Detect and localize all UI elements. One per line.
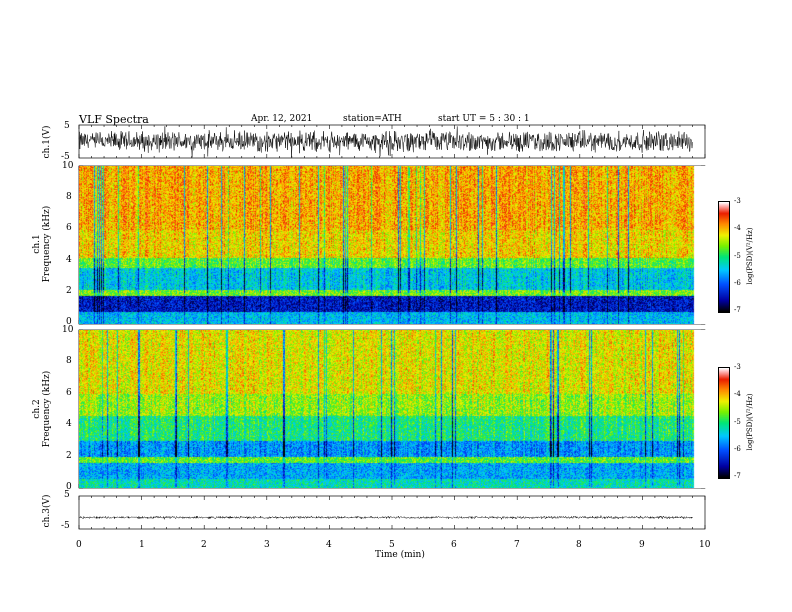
ch1-spec-tick: 2 (66, 286, 72, 296)
ch1-spec-ylabel-freq: Frequency (kHz) (42, 205, 52, 283)
ch1-spec-tick: 4 (66, 255, 72, 265)
cb1-label: log(PSD)(V²/Hz) (746, 227, 754, 285)
ch1-wave-tick-top: 5 (64, 121, 70, 131)
x-tick-label: 8 (576, 540, 582, 550)
ch2-spec-ylabel-ch: ch.2 (32, 399, 42, 419)
ch3-wave-tick-top: 5 (64, 490, 70, 500)
cb2-tick: -6 (734, 445, 741, 453)
ch1-spec-ylabel-ch: ch.1 (32, 234, 42, 254)
ch2-spec-tick: 4 (66, 419, 72, 429)
ch2-spec-tick: 0 (66, 482, 72, 492)
ch2-spec-ylabel: ch.2 Frequency (kHz) (32, 359, 52, 459)
ch1-spec-tick: 10 (62, 161, 74, 171)
cb2-tick: -7 (734, 472, 741, 480)
x-tick-label: 3 (264, 540, 270, 550)
cb2-label: log(PSD)(V²/Hz) (746, 393, 754, 451)
ch1-spec-ylabel: ch.1 Frequency (kHz) (32, 194, 52, 294)
ch1-colorbar (718, 201, 730, 313)
x-tick-label: 5 (389, 540, 395, 550)
ch1-spec-tick: 8 (66, 192, 72, 202)
ch2-spec-tick: 8 (66, 356, 72, 366)
ch2-spec-tick: 10 (62, 325, 74, 335)
ch3-wave-ylabel: ch.3(V) (42, 494, 52, 528)
x-axis-label: Time (min) (375, 550, 425, 560)
cb1-tick: -6 (734, 279, 741, 287)
ch3-wave-frame (78, 495, 706, 530)
x-tick-label: 4 (326, 540, 332, 550)
ch2-spectrogram (79, 330, 707, 488)
cb2-tick: -5 (734, 418, 741, 426)
ch3-wave-tick-bottom: -5 (61, 521, 70, 531)
figure-title: VLF Spectra (79, 113, 149, 126)
ch1-spec-tick: 0 (66, 317, 72, 327)
ch1-spec-tick: 6 (66, 223, 72, 233)
x-tick-label: 9 (639, 540, 645, 550)
cb2-tick: -3 (734, 363, 741, 371)
ch2-spec-tick: 6 (66, 388, 72, 398)
cb1-tick: -5 (734, 252, 741, 260)
station-label: station=ATH (343, 114, 402, 124)
ch2-spec-ylabel-freq: Frequency (kHz) (42, 370, 52, 448)
ch2-spec-tick: 2 (66, 451, 72, 461)
date-label: Apr. 12, 2021 (251, 114, 313, 124)
ch1-wave-tick-bottom: -5 (61, 152, 70, 162)
x-tick-label: 10 (699, 540, 711, 550)
start-time-label: start UT = 5 : 30 : 1 (438, 114, 530, 124)
cb1-tick: -4 (734, 224, 741, 232)
ch2-colorbar (718, 367, 730, 479)
ch1-waveform-series (78, 126, 693, 158)
x-tick-label: 0 (76, 540, 82, 550)
x-tick-label: 6 (451, 540, 457, 550)
ch1-spectrogram (79, 166, 707, 324)
x-tick-label: 2 (201, 540, 207, 550)
ch1-waveform-line (78, 126, 693, 158)
cb1-tick: -3 (734, 197, 741, 205)
ch1-wave-ylabel: ch.1(V) (42, 125, 52, 159)
cb1-tick: -7 (734, 306, 741, 314)
cb2-tick: -4 (734, 390, 741, 398)
x-tick-label: 7 (514, 540, 520, 550)
ch3-waveform-series (78, 515, 693, 521)
ch3-waveform-line (78, 515, 693, 521)
x-tick-label: 1 (139, 540, 145, 550)
